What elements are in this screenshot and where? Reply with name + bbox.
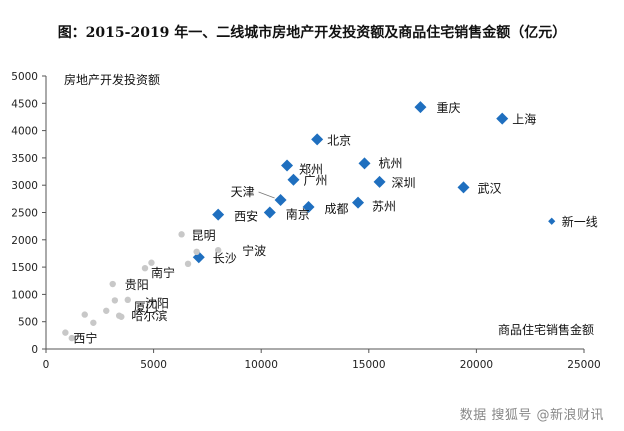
point-label: 西安 — [234, 209, 258, 224]
diamond-point — [311, 133, 324, 146]
point-label: 沈阳 — [145, 295, 169, 310]
point-label: 上海 — [512, 112, 536, 127]
data-points — [62, 101, 509, 342]
point-label: 杭州 — [378, 155, 402, 170]
diamond-point — [373, 175, 386, 188]
circle-point — [62, 329, 69, 336]
diamond-point — [358, 157, 371, 170]
circle-point — [81, 311, 88, 318]
y-tick-label: 3000 — [11, 180, 38, 192]
diamond-point — [302, 201, 315, 214]
circle-point — [68, 334, 76, 342]
circle-point — [184, 260, 192, 268]
diamond-point — [496, 112, 509, 125]
point-label: 南宁 — [151, 265, 175, 280]
circle-point — [111, 297, 119, 304]
y-tick-label: 5000 — [11, 71, 38, 83]
circle-point — [103, 307, 110, 314]
tick-labels: 0 500 1000 1500 2000 2500 3000 3500 4000 4500 5000… — [11, 71, 600, 371]
legend-marker — [548, 217, 556, 225]
diamond-point — [414, 101, 427, 114]
point-label: 成都 — [325, 202, 349, 216]
y-tick-label: 0 — [31, 344, 38, 356]
axes — [42, 75, 585, 353]
x-tick-label: 0 — [43, 359, 50, 371]
circle-point — [109, 280, 116, 288]
diamond-point — [274, 193, 287, 206]
y-tick-label: 2000 — [11, 235, 38, 247]
diamond-point — [457, 181, 470, 194]
y-tick-label: 4500 — [11, 98, 38, 110]
x-tick-label: 15000 — [352, 359, 385, 371]
x-tick-label: 25000 — [567, 359, 600, 371]
point-label: 重庆 — [436, 101, 460, 115]
x-tick-label: 5000 — [140, 359, 167, 371]
legend-label: 新一线 — [562, 214, 598, 229]
chart-title: 图：2015-2019 年一、二线城市房地产开发投资额及商品住宅销售金额（亿元） — [57, 25, 567, 41]
y-tick-label: 2500 — [11, 208, 38, 220]
y-tick-label: 3500 — [11, 153, 38, 165]
diamond-point — [263, 206, 276, 219]
circle-point — [178, 231, 185, 238]
y-tick-label: 1000 — [11, 289, 38, 301]
y-tick-label: 500 — [18, 317, 38, 329]
circle-point — [193, 248, 200, 256]
point-label: 厦门 — [134, 299, 158, 314]
point-label: 广州 — [303, 174, 327, 188]
circle-point — [90, 319, 97, 326]
diamond-point — [212, 208, 225, 221]
circle-point — [214, 246, 222, 254]
point-label: 哈尔滨 — [131, 308, 167, 323]
point-label: 南京 — [286, 207, 310, 222]
y-tick-label: 1500 — [11, 262, 38, 274]
point-label: 贵阳 — [125, 278, 149, 292]
x-tick-label: 20000 — [460, 359, 493, 371]
circle-point — [115, 312, 123, 319]
point-label: 深圳 — [392, 176, 416, 190]
diamond-point — [287, 173, 300, 186]
circle-point — [124, 296, 131, 304]
point-label: 武汉 — [477, 181, 501, 195]
diamond-point — [281, 159, 294, 172]
point-label: 宁波 — [242, 243, 266, 258]
circle-point — [148, 259, 155, 266]
circle-point — [141, 264, 149, 272]
x-tick-label: 10000 — [244, 359, 277, 371]
point-label: 苏州 — [372, 200, 396, 214]
watermark: 数据 搜狐号 @新浪财讯 — [459, 408, 604, 423]
point-label: 北京 — [327, 133, 351, 147]
point-label: 天津 — [231, 185, 255, 199]
y-axis-label: 房地产开发投资额 — [64, 72, 160, 87]
point-label: 长沙 — [213, 251, 237, 265]
point-label: 昆明 — [192, 228, 216, 242]
point-label: 西宁 — [73, 331, 97, 346]
leader-line — [258, 191, 275, 199]
diamond-point — [352, 196, 365, 209]
x-axis-label: 商品住宅销售金额 — [498, 322, 594, 337]
y-tick-label: 4000 — [11, 126, 38, 138]
point-label: 郑州 — [299, 162, 323, 177]
